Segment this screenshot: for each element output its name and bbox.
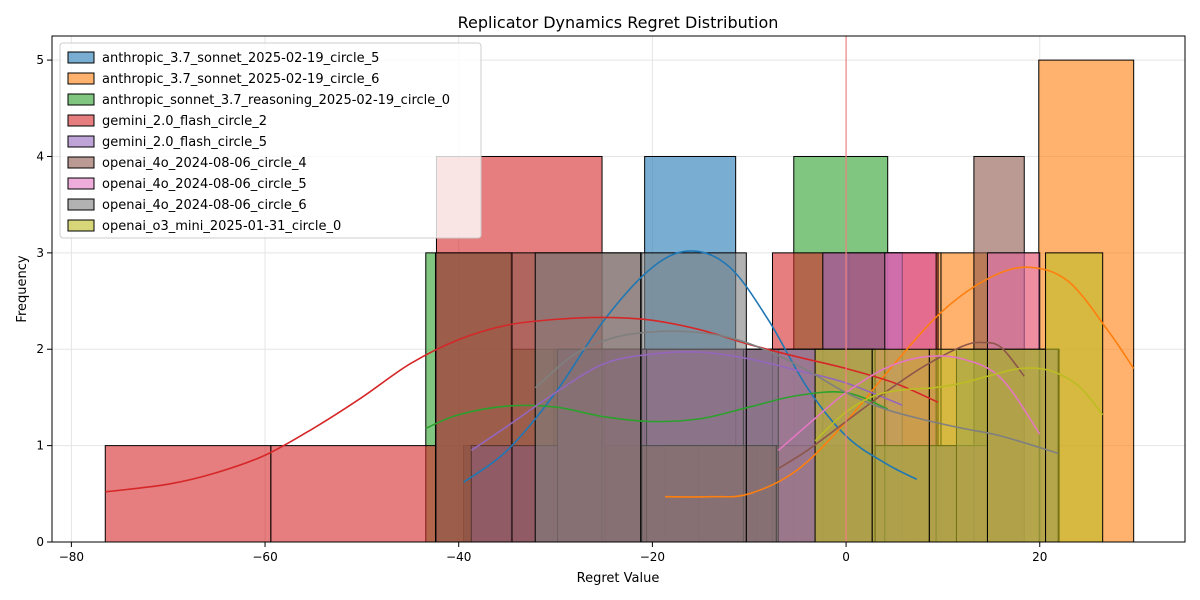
legend-label: anthropic_3.7_sonnet_2025-02-19_circle_5 bbox=[102, 51, 379, 66]
y-tick-label: 1 bbox=[36, 439, 44, 453]
x-axis-ticks: −80 −60 −40 −20 0 20 bbox=[59, 542, 1047, 564]
legend-swatch bbox=[67, 51, 95, 64]
x-tick-label: −80 bbox=[59, 550, 84, 564]
bars-layer bbox=[104, 59, 1135, 543]
x-axis-label: Regret Value bbox=[577, 571, 660, 586]
x-tick-label: −20 bbox=[640, 550, 665, 564]
y-tick-label: 3 bbox=[36, 246, 44, 260]
plot-frame bbox=[51, 35, 1186, 543]
legend-swatch bbox=[67, 114, 95, 127]
legend-swatch bbox=[67, 198, 95, 211]
y-tick-label: 2 bbox=[36, 342, 44, 356]
legend-label: anthropic_3.7_sonnet_2025-02-19_circle_6 bbox=[102, 72, 379, 87]
legend-swatch bbox=[67, 93, 95, 106]
x-tick-label: −60 bbox=[252, 550, 277, 564]
legend-swatch bbox=[67, 135, 95, 148]
histogram-bar bbox=[928, 348, 988, 543]
x-tick-label: 20 bbox=[1032, 550, 1047, 564]
kde-line bbox=[425, 390, 889, 430]
legend-label: openai_4o_2024-08-06_circle_6 bbox=[102, 198, 307, 213]
chart-title: Replicator Dynamics Regret Distribution bbox=[458, 13, 779, 32]
legend-box bbox=[59, 42, 482, 239]
legend-label: openai_o3_mini_2025-01-31_circle_0 bbox=[102, 219, 341, 234]
x-tick-label: 0 bbox=[842, 550, 850, 564]
y-tick-label: 0 bbox=[36, 535, 44, 549]
histogram-bar bbox=[640, 252, 747, 543]
legend-swatch bbox=[67, 219, 95, 232]
histogram-bar bbox=[270, 445, 437, 543]
y-tick-label: 4 bbox=[36, 149, 44, 163]
histogram-bar bbox=[104, 445, 272, 543]
kde-line bbox=[105, 316, 939, 493]
kde-line bbox=[534, 330, 1059, 455]
x-tick-label: −40 bbox=[446, 550, 471, 564]
y-tick-label: 5 bbox=[36, 53, 44, 67]
kde-line bbox=[470, 351, 903, 452]
legend-swatch bbox=[67, 156, 95, 169]
y-axis-label: Frequency bbox=[15, 255, 30, 322]
histogram-bar bbox=[1045, 252, 1104, 543]
y-axis-ticks: 0 1 2 3 4 5 bbox=[36, 53, 52, 549]
legend-label: openai_4o_2024-08-06_circle_5 bbox=[102, 177, 307, 192]
legend-label: openai_4o_2024-08-06_circle_4 bbox=[102, 156, 307, 171]
kde-line bbox=[775, 341, 1025, 471]
histogram-bar bbox=[986, 348, 1047, 543]
histogram-bar bbox=[434, 252, 513, 543]
legend-swatch bbox=[67, 72, 95, 85]
legend-label: gemini_2.0_flash_circle_2 bbox=[102, 114, 267, 129]
legend-swatch bbox=[67, 177, 95, 190]
kde-layer bbox=[105, 250, 1135, 498]
legend: anthropic_3.7_sonnet_2025-02-19_circle_5… bbox=[59, 42, 482, 239]
legend-label: anthropic_sonnet_3.7_reasoning_2025-02-1… bbox=[102, 93, 450, 108]
legend-label: gemini_2.0_flash_circle_5 bbox=[102, 135, 267, 150]
kde-line bbox=[664, 266, 1135, 498]
kde-line bbox=[777, 355, 1041, 452]
kde-line bbox=[814, 367, 1104, 442]
